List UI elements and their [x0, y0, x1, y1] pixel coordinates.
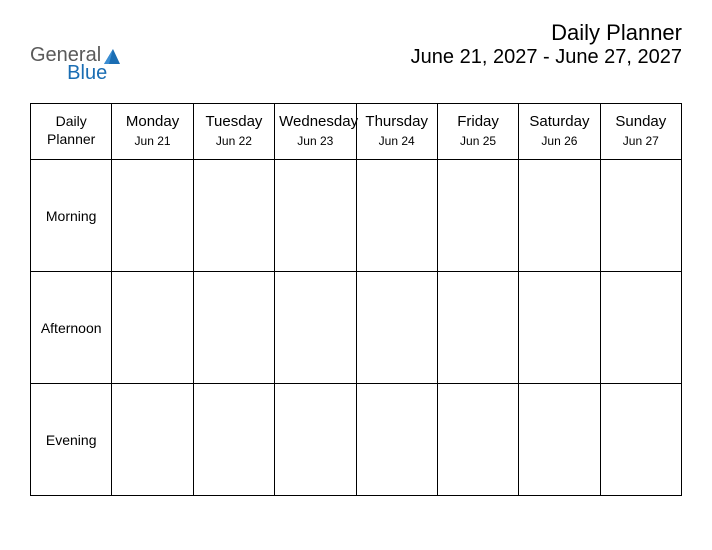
planner-cell[interactable] — [437, 160, 518, 272]
row-label-afternoon: Afternoon — [31, 272, 112, 384]
col-header: Saturday Jun 26 — [519, 104, 600, 160]
planner-cell[interactable] — [275, 384, 356, 496]
table-row: Afternoon — [31, 272, 682, 384]
planner-cell[interactable] — [356, 160, 437, 272]
planner-cell[interactable] — [600, 272, 681, 384]
day-date: Jun 27 — [605, 134, 677, 150]
day-date: Jun 25 — [442, 134, 514, 150]
table-row: Morning — [31, 160, 682, 272]
day-name: Saturday — [523, 112, 595, 132]
planner-cell[interactable] — [112, 160, 193, 272]
planner-cell[interactable] — [112, 272, 193, 384]
day-name: Tuesday — [198, 112, 270, 132]
planner-cell[interactable] — [193, 160, 274, 272]
day-name: Sunday — [605, 112, 677, 132]
planner-table: Daily Planner Monday Jun 21 Tuesday Jun 22… — [30, 103, 682, 496]
col-header: Wednesday Jun 23 — [275, 104, 356, 160]
day-date: Jun 21 — [116, 134, 188, 150]
planner-cell[interactable] — [600, 384, 681, 496]
day-date: Jun 22 — [198, 134, 270, 150]
day-name: Wednesday — [279, 112, 351, 132]
header-row-days: Daily Planner Monday Jun 21 Tuesday Jun 22… — [31, 104, 682, 160]
row-label-evening: Evening — [31, 384, 112, 496]
planner-cell[interactable] — [519, 384, 600, 496]
col-header: Monday Jun 21 — [112, 104, 193, 160]
planner-cell[interactable] — [275, 272, 356, 384]
day-date: Jun 24 — [361, 134, 433, 150]
page-title: Daily Planner — [411, 20, 682, 46]
col-header: Sunday Jun 27 — [600, 104, 681, 160]
day-date: Jun 26 — [523, 134, 595, 150]
planner-cell[interactable] — [600, 160, 681, 272]
day-date: Jun 23 — [279, 134, 351, 150]
planner-cell[interactable] — [519, 160, 600, 272]
date-range: June 21, 2027 - June 27, 2027 — [411, 46, 682, 69]
day-name: Monday — [116, 112, 188, 132]
planner-cell[interactable] — [112, 384, 193, 496]
planner-cell[interactable] — [356, 384, 437, 496]
planner-cell[interactable] — [275, 160, 356, 272]
planner-cell[interactable] — [193, 384, 274, 496]
col-header: Friday Jun 25 — [437, 104, 518, 160]
corner-line2: Planner — [47, 131, 95, 147]
planner-cell[interactable] — [437, 272, 518, 384]
planner-cell[interactable] — [437, 384, 518, 496]
table-row: Evening — [31, 384, 682, 496]
day-name: Thursday — [361, 112, 433, 132]
logo-text-blue: Blue — [67, 62, 107, 85]
row-label-morning: Morning — [31, 160, 112, 272]
planner-cell[interactable] — [193, 272, 274, 384]
col-header: Tuesday Jun 22 — [193, 104, 274, 160]
corner-line1: Daily — [56, 113, 87, 129]
title-block: Daily Planner June 21, 2027 - June 27, 2… — [411, 20, 682, 69]
header-row: General Blue Daily Planner June 21, 2027… — [30, 20, 682, 85]
col-header: Thursday Jun 24 — [356, 104, 437, 160]
corner-cell: Daily Planner — [31, 104, 112, 160]
planner-cell[interactable] — [356, 272, 437, 384]
day-name: Friday — [442, 112, 514, 132]
logo: General Blue — [30, 20, 107, 85]
planner-cell[interactable] — [519, 272, 600, 384]
